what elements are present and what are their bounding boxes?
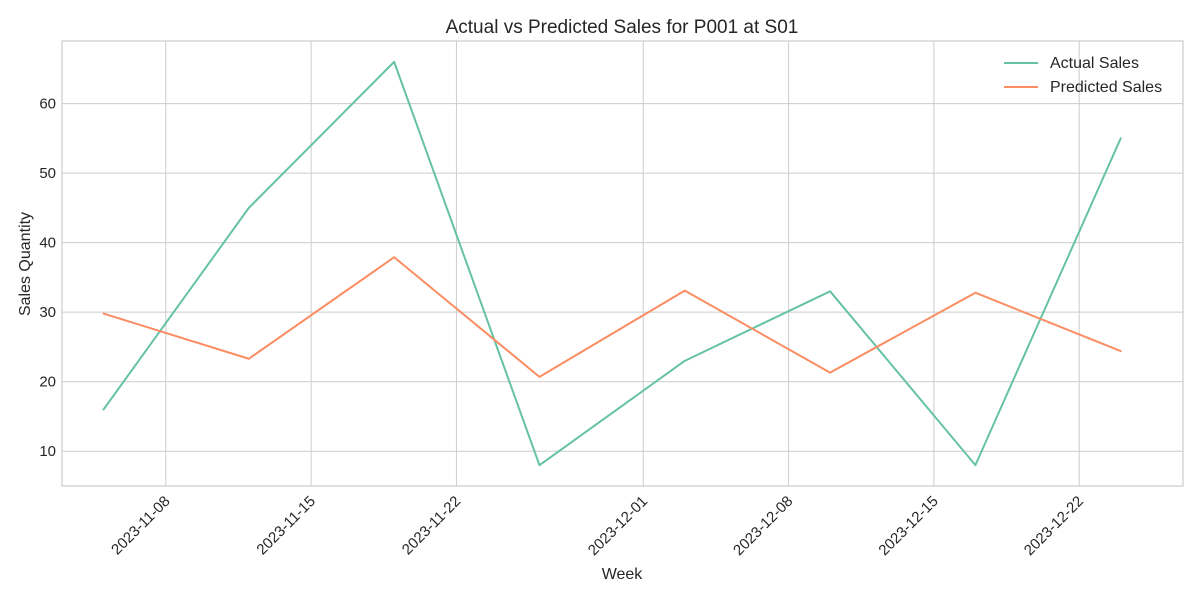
x-tick-label: 2023-12-08	[730, 493, 796, 559]
x-tick-label: 2023-12-15	[875, 493, 941, 559]
y-tick-label: 50	[39, 165, 56, 182]
plot-frame	[61, 40, 1184, 487]
legend-label: Predicted Sales	[1050, 79, 1162, 96]
tick-layer: 10 20 30 40 50 60 2023-11-08 2023-11-15 2023-11-…	[39, 96, 1087, 560]
series-line-predicted-sales	[102, 256, 1122, 378]
y-tick-label: 60	[39, 96, 56, 113]
x-tick-label: 2023-11-08	[108, 493, 173, 558]
series-line-actual-sales	[102, 60, 1122, 467]
y-axis-label: Sales Quantity	[17, 212, 34, 316]
legend: Actual Sales Predicted Sales	[1004, 55, 1162, 96]
x-tick-label: 2023-11-22	[399, 493, 464, 558]
y-tick-label: 10	[39, 443, 56, 460]
x-tick-label: 2023-12-01	[585, 493, 651, 559]
x-tick-label: 2023-12-22	[1021, 493, 1087, 559]
legend-label: Actual Sales	[1050, 55, 1139, 72]
y-tick-label: 20	[39, 374, 56, 391]
y-tick-label: 40	[39, 235, 56, 252]
x-tick-label: 2023-11-15	[253, 493, 318, 558]
y-tick-label: 30	[39, 304, 56, 321]
grid-layer	[61, 40, 1184, 487]
x-axis-label: Week	[602, 566, 644, 583]
series-layer	[102, 60, 1122, 467]
chart-title: Actual vs Predicted Sales for P001 at S0…	[446, 17, 799, 38]
